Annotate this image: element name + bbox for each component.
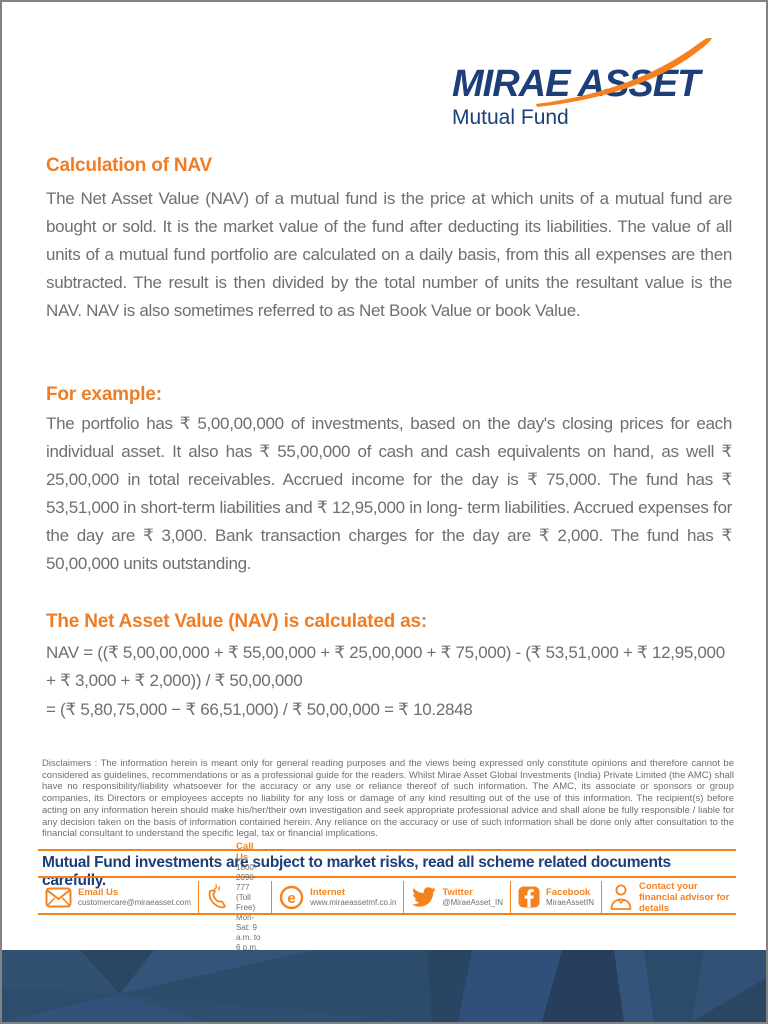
footer-item-facebook[interactable]: Facebook MiraeAssetIN [511, 886, 601, 908]
nav-definition-paragraph: The Net Asset Value (NAV) of a mutual fu… [46, 189, 732, 320]
divider-mid-orange-rule [38, 876, 736, 878]
footer-email-address[interactable]: customercare@miraeasset.com [78, 897, 192, 907]
nav-result-text: = (₹ 5,80,75,000 − ₹ 66,51,000) / ₹ 50,0… [46, 700, 473, 719]
footer-item-twitter[interactable]: Twitter @MiraeAsset_IN [404, 887, 510, 908]
footer-email-label: Email Us [78, 886, 119, 898]
footer-call-hours: Mon-Sat: 9 a.m. to 6 p.m. [236, 913, 261, 952]
section-heading-nav-calculated-as: The Net Asset Value (NAV) is calculated … [46, 611, 428, 632]
footer-item-call[interactable]: Call Us 1800-2090-777 (Toll Free) Mon-Sa… [199, 841, 271, 953]
footer-item-advisor[interactable]: Contact your financial advisor for detai… [602, 881, 738, 914]
nav-formula-text: NAV = ((₹ 5,00,00,000 + ₹ 55,00,000 + ₹ … [46, 643, 725, 690]
disclaimer-paragraph: Disclaimers : The information herein is … [42, 758, 734, 840]
section-heading-calculation-of-nav: Calculation of NAV [46, 155, 212, 176]
footer-item-internet[interactable]: e Internet www.miraeassetmf.co.in [272, 885, 403, 910]
brand-subtitle-text: Mutual Fund [452, 106, 569, 129]
bottom-geometric-band [2, 950, 766, 1022]
email-icon [45, 887, 72, 908]
footer-divider [509, 881, 511, 913]
contact-footer: Email Us customercare@miraeasset.com Cal… [38, 841, 738, 952]
divider-bottom-orange-rule [38, 913, 736, 915]
footer-twitter-label: Twitter [442, 886, 473, 898]
footer-facebook-label: Facebook [545, 886, 591, 898]
footer-website-url[interactable]: www.miraeassetmf.co.in [310, 897, 397, 907]
phone-icon [206, 884, 230, 910]
footer-call-label: Call Us [236, 841, 254, 863]
svg-text:e: e [287, 890, 295, 907]
twitter-icon [411, 886, 437, 908]
example-paragraph: The portfolio has ₹ 5,00,00,000 of inves… [46, 414, 732, 573]
advisor-person-icon [609, 883, 633, 911]
footer-divider [403, 881, 405, 913]
section-heading-for-example: For example: [46, 384, 162, 405]
footer-divider [271, 881, 273, 913]
footer-advisor-label: Contact your financial advisor for detai… [639, 880, 730, 914]
footer-divider [198, 881, 200, 913]
footer-twitter-handle[interactable]: @MiraeAsset_IN [442, 897, 503, 907]
footer-call-number[interactable]: 1800-2090-777 (Toll Free) [236, 863, 257, 912]
facebook-icon [518, 886, 540, 908]
mirae-asset-logo: MIRAE ASSET Mutual Fund [450, 38, 714, 130]
footer-internet-label: Internet [310, 886, 345, 898]
footer-item-email[interactable]: Email Us customercare@miraeasset.com [38, 887, 198, 908]
internet-icon: e [279, 885, 304, 910]
divider-top-orange-rule [38, 849, 736, 851]
mirae-asset-logo-graphic: MIRAE ASSET Mutual Fund [452, 38, 712, 129]
footer-facebook-handle[interactable]: MiraeAssetIN [545, 897, 594, 907]
footer-divider [601, 881, 602, 913]
